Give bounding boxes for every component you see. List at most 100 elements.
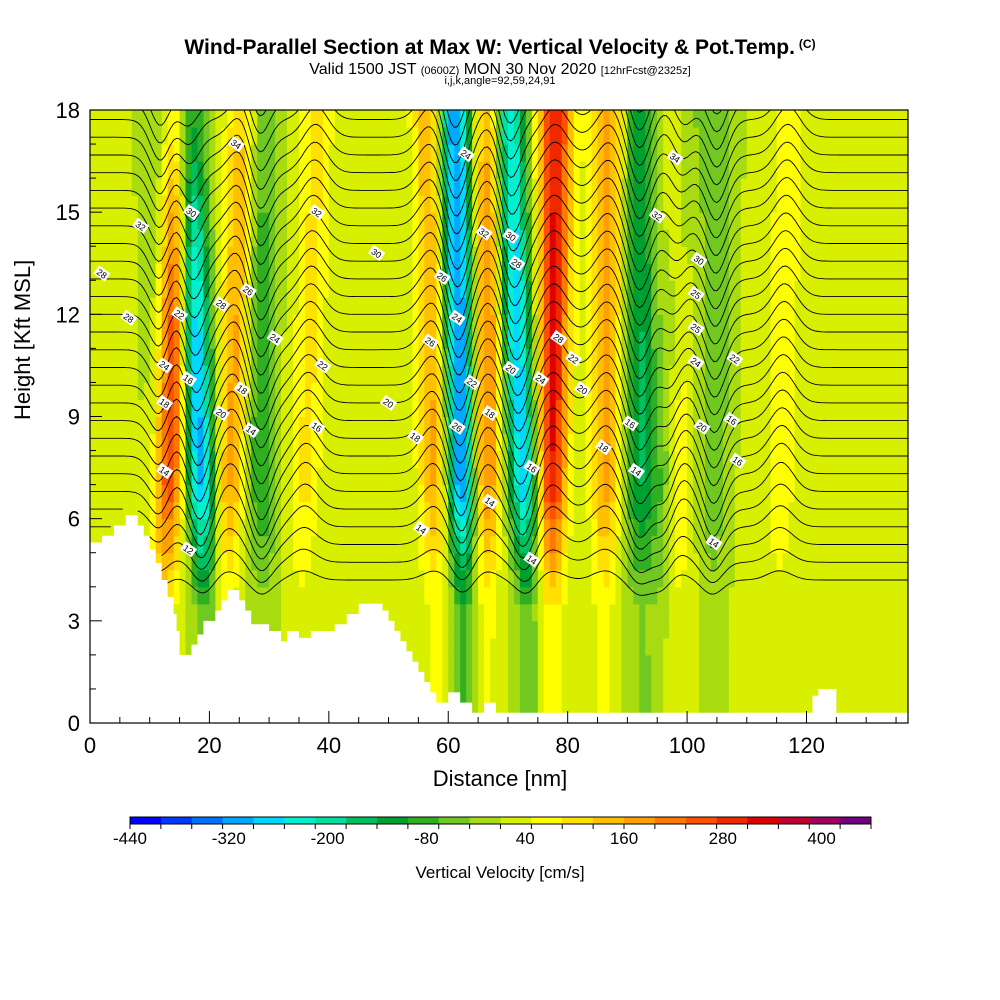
velocity-cell xyxy=(173,569,181,588)
velocity-cell xyxy=(418,246,425,264)
velocity-cell xyxy=(788,637,796,656)
velocity-cell xyxy=(752,484,760,503)
velocity-cell xyxy=(675,484,682,503)
velocity-cell xyxy=(621,297,628,315)
velocity-cell xyxy=(716,178,724,196)
velocity-cell xyxy=(794,433,802,452)
velocity-cell xyxy=(519,331,527,349)
velocity-cell xyxy=(740,620,748,639)
velocity-cell xyxy=(161,518,169,537)
velocity-cell xyxy=(794,110,802,128)
velocity-cell xyxy=(770,110,778,128)
velocity-cell xyxy=(812,161,820,179)
velocity-cell xyxy=(890,552,897,571)
velocity-cell xyxy=(507,688,515,707)
velocity-cell xyxy=(525,433,533,452)
velocity-cell xyxy=(298,586,306,605)
velocity-cell xyxy=(275,450,282,469)
velocity-cell xyxy=(549,450,557,469)
velocity-cell xyxy=(687,348,694,367)
velocity-cell xyxy=(155,365,163,384)
velocity-cell xyxy=(484,654,491,673)
velocity-cell xyxy=(663,348,670,367)
velocity-cell xyxy=(782,654,790,673)
velocity-cell xyxy=(185,229,193,247)
velocity-cell xyxy=(490,246,497,264)
velocity-cell xyxy=(537,688,545,707)
velocity-cell xyxy=(293,416,300,435)
velocity-cell xyxy=(597,178,605,196)
velocity-cell xyxy=(746,450,754,469)
velocity-cell xyxy=(704,671,712,690)
velocity-cell xyxy=(537,212,545,230)
velocity-cell xyxy=(203,331,211,349)
velocity-cell xyxy=(752,348,760,367)
velocity-cell xyxy=(890,348,897,367)
velocity-cell xyxy=(525,178,533,196)
velocity-cell xyxy=(657,382,664,401)
theta-contour xyxy=(90,300,908,380)
velocity-cell xyxy=(573,484,581,503)
velocity-cell xyxy=(573,178,581,196)
velocity-cell xyxy=(95,246,103,264)
velocity-cell xyxy=(424,552,431,571)
velocity-cell xyxy=(501,212,509,230)
velocity-cell xyxy=(782,586,790,605)
velocity-cell xyxy=(346,365,354,384)
velocity-cell xyxy=(173,348,181,367)
velocity-cell xyxy=(812,263,820,281)
velocity-cell xyxy=(430,127,437,145)
velocity-cell xyxy=(418,501,425,520)
velocity-cell xyxy=(884,212,891,230)
velocity-cell xyxy=(513,433,521,452)
velocity-cell xyxy=(621,263,628,281)
velocity-cell xyxy=(579,450,587,469)
contour-label: 32 xyxy=(648,207,666,224)
velocity-cell xyxy=(854,246,861,264)
velocity-cell xyxy=(896,603,903,622)
velocity-cell xyxy=(746,637,754,656)
velocity-cell xyxy=(155,127,163,145)
velocity-cell xyxy=(675,501,682,520)
velocity-cell xyxy=(579,161,587,179)
velocity-cell xyxy=(490,671,497,690)
velocity-cell xyxy=(543,654,551,673)
velocity-cell xyxy=(161,382,169,401)
velocity-cell xyxy=(101,450,109,469)
velocity-cell xyxy=(239,586,246,605)
velocity-cell xyxy=(424,195,431,213)
velocity-cell xyxy=(734,552,742,571)
velocity-cell xyxy=(579,603,587,622)
velocity-cell xyxy=(657,654,664,673)
velocity-cell xyxy=(448,671,455,690)
velocity-cell xyxy=(854,161,861,179)
velocity-cell xyxy=(113,382,121,401)
velocity-cell xyxy=(173,433,181,452)
velocity-cell xyxy=(836,348,843,367)
contour-label-text: 34 xyxy=(229,137,243,151)
velocity-cell xyxy=(716,212,724,230)
velocity-cell xyxy=(734,654,742,673)
velocity-cell xyxy=(687,263,694,281)
velocity-cell xyxy=(621,280,628,298)
velocity-cell xyxy=(860,433,867,452)
velocity-cell xyxy=(770,229,778,247)
velocity-cell xyxy=(884,603,891,622)
velocity-cell xyxy=(496,178,503,196)
velocity-cell xyxy=(364,399,372,418)
velocity-cell xyxy=(287,552,294,571)
velocity-cell xyxy=(824,620,831,639)
velocity-cell xyxy=(430,637,437,656)
velocity-cell xyxy=(525,620,533,639)
velocity-cell xyxy=(902,195,908,213)
contour-label-text: 24 xyxy=(459,148,473,162)
velocity-cell xyxy=(161,433,169,452)
velocity-cell xyxy=(490,297,497,315)
velocity-cell xyxy=(603,280,611,298)
velocity-cell xyxy=(543,365,551,384)
chart-title-text: Wind-Parallel Section at Max W: Vertical… xyxy=(184,36,795,59)
velocity-cell xyxy=(239,365,246,384)
velocity-cell xyxy=(609,399,617,418)
velocity-cell xyxy=(806,501,814,520)
velocity-cell xyxy=(704,450,712,469)
